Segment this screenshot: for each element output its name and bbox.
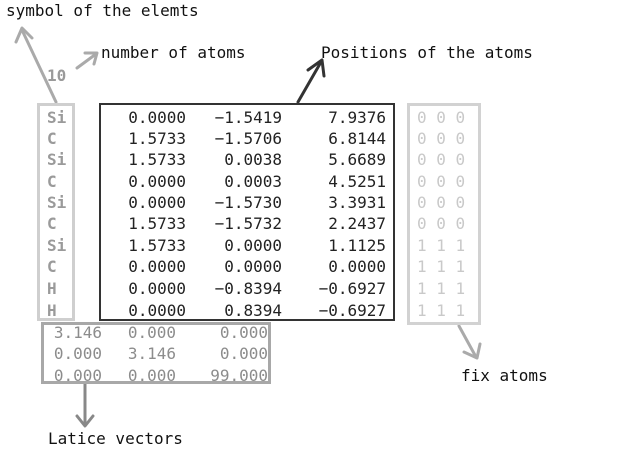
atom-symbol: Si [47, 150, 67, 169]
atom-z: 4.5251 [328, 172, 386, 191]
lattice-label: Latice vectors [48, 429, 183, 448]
atom-symbol: C [47, 257, 57, 276]
atom-symbol: C [47, 172, 57, 191]
positions-arrow [296, 60, 323, 104]
symbol-arrow [20, 28, 58, 104]
atom-fix: 0 0 0 [417, 129, 466, 148]
atom-symbol: C [47, 214, 57, 233]
fix-box [407, 103, 481, 325]
fix-arrowhead [462, 342, 482, 360]
fix-label: fix atoms [461, 366, 548, 385]
atom-symbol: Si [47, 193, 67, 212]
atom-z: 6.8144 [328, 129, 386, 148]
atom-x: 0.0000 [128, 193, 186, 212]
lattice-arrowhead [75, 414, 95, 428]
lattice-value: 0.000 [219, 344, 268, 363]
atom-z: 0.0000 [328, 257, 386, 276]
atom-symbol: H [47, 301, 57, 320]
num-atoms-label: number of atoms [101, 43, 246, 62]
atom-fix: 0 0 0 [417, 193, 466, 212]
atom-x: 0.0000 [128, 172, 186, 191]
atom-symbol: H [47, 279, 57, 298]
atom-fix: 0 0 0 [417, 150, 466, 169]
atom-z: 7.9376 [328, 108, 386, 127]
atom-fix: 0 0 0 [417, 108, 466, 127]
lattice-value: 3.146 [53, 323, 102, 342]
lattice-value: 0.000 [127, 366, 176, 385]
num-atoms-arrow [75, 52, 98, 70]
atom-y: −1.5730 [214, 193, 282, 212]
atom-y: −1.5419 [214, 108, 282, 127]
atom-y: 0.0000 [224, 257, 282, 276]
atom-fix: 1 1 1 [417, 257, 466, 276]
atom-symbol: Si [47, 108, 67, 127]
symbol-arrowhead [14, 26, 34, 44]
positions-box [99, 103, 395, 321]
atom-y: −1.5706 [214, 129, 282, 148]
atom-fix: 1 1 1 [417, 301, 466, 320]
atom-x: 0.0000 [128, 301, 186, 320]
atom-y: 0.8394 [224, 301, 282, 320]
atom-z: 5.6689 [328, 150, 386, 169]
atom-z: 1.1125 [328, 236, 386, 255]
lattice-value: 0.000 [53, 366, 102, 385]
symbols-box [37, 103, 75, 321]
atom-y: −1.5732 [214, 214, 282, 233]
num-atoms-arrowhead [83, 51, 99, 66]
atom-x: 1.5733 [128, 236, 186, 255]
symbol-label: symbol of the elemts [6, 1, 199, 20]
positions-arrowhead [306, 58, 326, 78]
positions-label: Positions of the atoms [321, 43, 533, 62]
atom-y: −0.8394 [214, 279, 282, 298]
fix-arrow [457, 324, 478, 359]
atom-z: 3.3931 [328, 193, 386, 212]
atom-x: 1.5733 [128, 129, 186, 148]
atom-fix: 1 1 1 [417, 236, 466, 255]
atom-x: 0.0000 [128, 279, 186, 298]
lattice-value: 0.000 [53, 344, 102, 363]
atom-y: 0.0038 [224, 150, 282, 169]
lattice-value: 3.146 [127, 344, 176, 363]
lattice-value: 99.000 [210, 366, 268, 385]
lattice-value: 0.000 [127, 323, 176, 342]
lattice-value: 0.000 [219, 323, 268, 342]
atom-x: 0.0000 [128, 108, 186, 127]
atom-symbol: Si [47, 236, 67, 255]
atom-z: −0.6927 [318, 279, 386, 298]
atom-fix: 0 0 0 [417, 214, 466, 233]
atom-z: 2.2437 [328, 214, 386, 233]
lattice-box [41, 322, 271, 384]
atom-y: 0.0000 [224, 236, 282, 255]
atom-y: 0.0003 [224, 172, 282, 191]
atom-fix: 1 1 1 [417, 279, 466, 298]
atom-x: 1.5733 [128, 150, 186, 169]
atom-x: 1.5733 [128, 214, 186, 233]
atom-fix: 0 0 0 [417, 172, 466, 191]
num-atoms-value: 10 [47, 66, 67, 85]
atom-x: 0.0000 [128, 257, 186, 276]
atom-symbol: C [47, 129, 57, 148]
atom-z: −0.6927 [318, 301, 386, 320]
